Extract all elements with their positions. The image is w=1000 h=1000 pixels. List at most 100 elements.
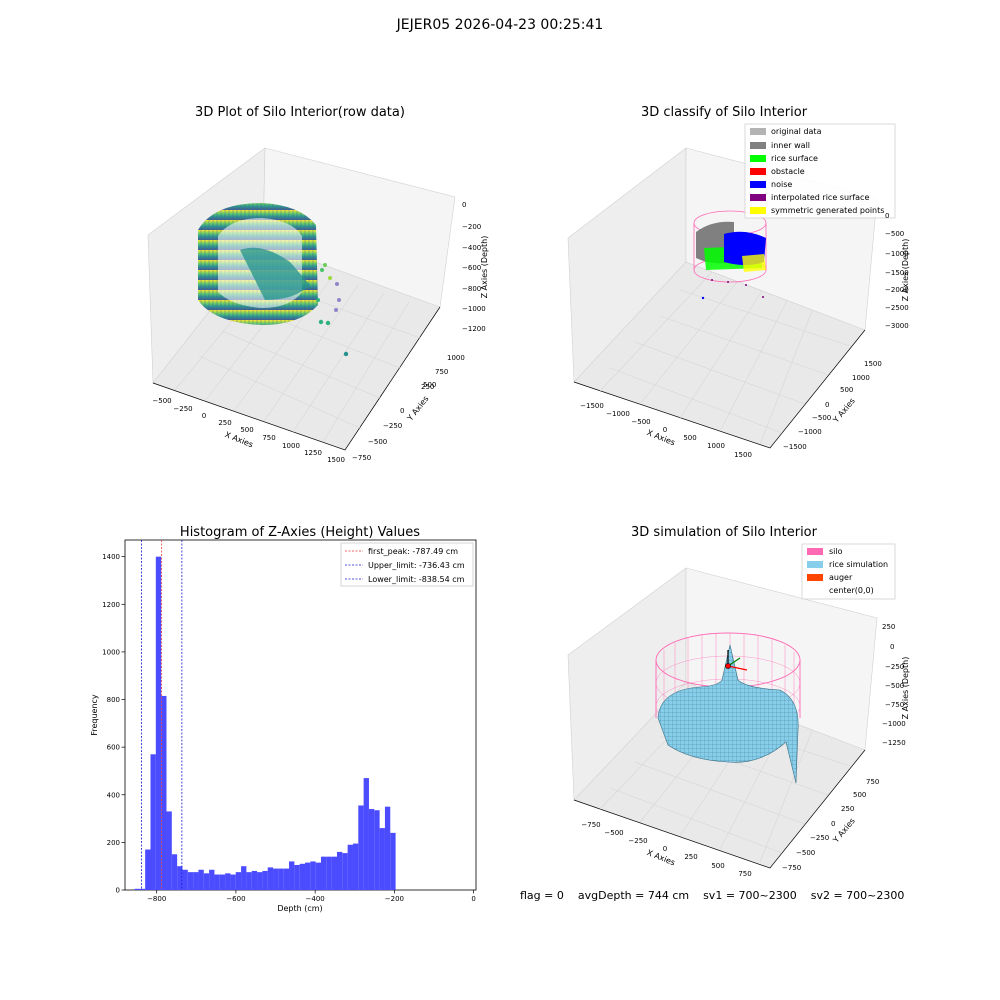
classify-ytick: 500 (840, 386, 853, 394)
hist-xlabel: Depth (cm) (277, 904, 322, 913)
panel-classify-title: 3D classify of Silo Interior (641, 105, 808, 120)
sim-ticks: −750 −500 −250 0 250 500 750 −750 −500 −… (581, 623, 910, 878)
hist-bar (166, 811, 172, 890)
hist-bar (214, 874, 220, 890)
sim-xlabel: X Axies (646, 848, 677, 867)
legend-rice-simulation: rice simulation (829, 560, 888, 569)
hist-axes: −800 −600 −400 −200 0 0 200 400 600 800 1000 1200 14… (102, 553, 476, 903)
sim-ztick: −500 (885, 682, 904, 690)
raw-xtick: 500 (240, 426, 253, 434)
classify-xtick: 500 (683, 434, 696, 442)
hist-ytick-label: 1200 (102, 601, 120, 609)
panel-classify: 3D classify of Silo Interior (567, 105, 910, 459)
classify-ztick: 0 (885, 212, 889, 220)
legend-swatch-rice-surface (750, 155, 766, 162)
legend-auger: auger (829, 573, 853, 582)
sim-ztick: 250 (882, 623, 895, 631)
raw-xtick: 0 (202, 412, 206, 420)
hist-bar (177, 866, 183, 890)
sim-ytick: −250 (810, 834, 829, 842)
hist-bar (283, 868, 290, 890)
legend-swatch-inner-wall (750, 142, 766, 149)
figure-suptitle: JEJER05 2026-04-23 00:25:41 (396, 17, 604, 33)
hist-bar (321, 856, 327, 890)
hist-ytick-label: 1000 (102, 648, 120, 656)
classify-ytick: −500 (812, 414, 831, 422)
hist-bar (267, 867, 274, 890)
sim-xtick: 750 (738, 870, 751, 878)
legend-original-data: original data (771, 127, 822, 136)
hist-bar (294, 865, 300, 890)
classify-ztick: −1500 (885, 269, 909, 277)
classify-ytick: 1500 (864, 360, 882, 368)
sim-xtick: −750 (581, 821, 600, 829)
hist-bar (251, 870, 258, 890)
raw-point-cloud (198, 203, 349, 357)
classify-zlabel: Z Axies (Depth) (901, 239, 910, 302)
hist-bar (342, 853, 348, 890)
hist-ytick-label: 200 (107, 839, 120, 847)
hist-ytick-label: 1400 (102, 553, 120, 561)
hist-plot-area (124, 539, 477, 891)
hist-bar (315, 862, 322, 890)
raw-ztick: −200 (462, 223, 481, 231)
legend-swatch-silo (807, 548, 823, 555)
raw-ytick: −250 (383, 422, 402, 430)
hist-bar (219, 874, 226, 890)
hist-bar (225, 873, 231, 890)
hist-xtick-label: −800 (147, 895, 166, 903)
sim-zlabel: Z Axies (Depth) (901, 657, 910, 720)
classify-xtick: 0 (663, 426, 667, 434)
hist-legend: first_peak: -787.49 cm Upper_limit: -736… (340, 542, 474, 587)
sim-ztick: −1250 (882, 739, 906, 747)
classify-ztick: −500 (885, 230, 904, 238)
legend-center: center(0,0) (829, 586, 874, 595)
hist-bar (230, 874, 236, 890)
classify-ylabel: Y Axies (831, 396, 857, 425)
sim-ztick: −1000 (882, 720, 906, 728)
classify-xtick: −500 (631, 418, 650, 426)
hist-xtick-label: −600 (226, 895, 245, 903)
raw-ztick: −1000 (462, 305, 486, 313)
status-sv1: sv1 = 700~2300 (703, 889, 797, 902)
hist-bar (289, 861, 295, 890)
hist-bar (310, 861, 316, 890)
hist-ytick-label: 400 (107, 791, 120, 799)
sim-legend: silo rice simulation auger center(0,0) (801, 543, 896, 600)
sim-ztick: −750 (885, 701, 904, 709)
hist-bar (368, 809, 375, 890)
classify-ytick: 0 (825, 401, 829, 409)
hist-xtick-label: −400 (306, 895, 325, 903)
raw-ytick: 750 (435, 368, 448, 376)
legend-symmetric-generated-points: symmetric generated points (771, 206, 884, 215)
raw-xtick: −500 (152, 397, 171, 405)
sim-ztick: 0 (890, 643, 894, 651)
hist-bar (171, 854, 178, 890)
raw-ytick: 250 (421, 383, 434, 391)
legend-swatch-interpolated (750, 194, 766, 201)
sim-xtick: 0 (663, 845, 667, 853)
panel-simulation: 3D simulation of Silo Interior (567, 525, 910, 878)
legend-swatch-rice-simulation (807, 561, 823, 568)
hist-xtick-label: 0 (471, 895, 475, 903)
hist-bar (326, 856, 332, 890)
raw-ztick: −800 (462, 285, 481, 293)
hist-bar (198, 869, 204, 890)
hist-bar (331, 856, 337, 890)
hist-ytick-label: 800 (107, 696, 120, 704)
hist-bar (182, 869, 188, 890)
legend-lower-limit: Lower_limit: -838.54 cm (368, 575, 465, 584)
panel-raw: 3D Plot of Silo Interior(row data) (147, 105, 489, 464)
legend-silo: silo (829, 547, 843, 556)
classify-ytick: −1000 (798, 428, 822, 436)
raw-ytick: −750 (352, 454, 371, 462)
raw-ytick: 0 (400, 407, 404, 415)
raw-ytick: 500 (423, 381, 436, 389)
hist-ytick-label: 0 (116, 887, 120, 895)
legend-swatch-obstacle (750, 168, 766, 175)
hist-bar (257, 872, 263, 890)
legend-rice-surface: rice surface (771, 154, 818, 163)
classify-ztick: −1000 (885, 250, 909, 258)
classify-ztick: −2500 (885, 304, 909, 312)
